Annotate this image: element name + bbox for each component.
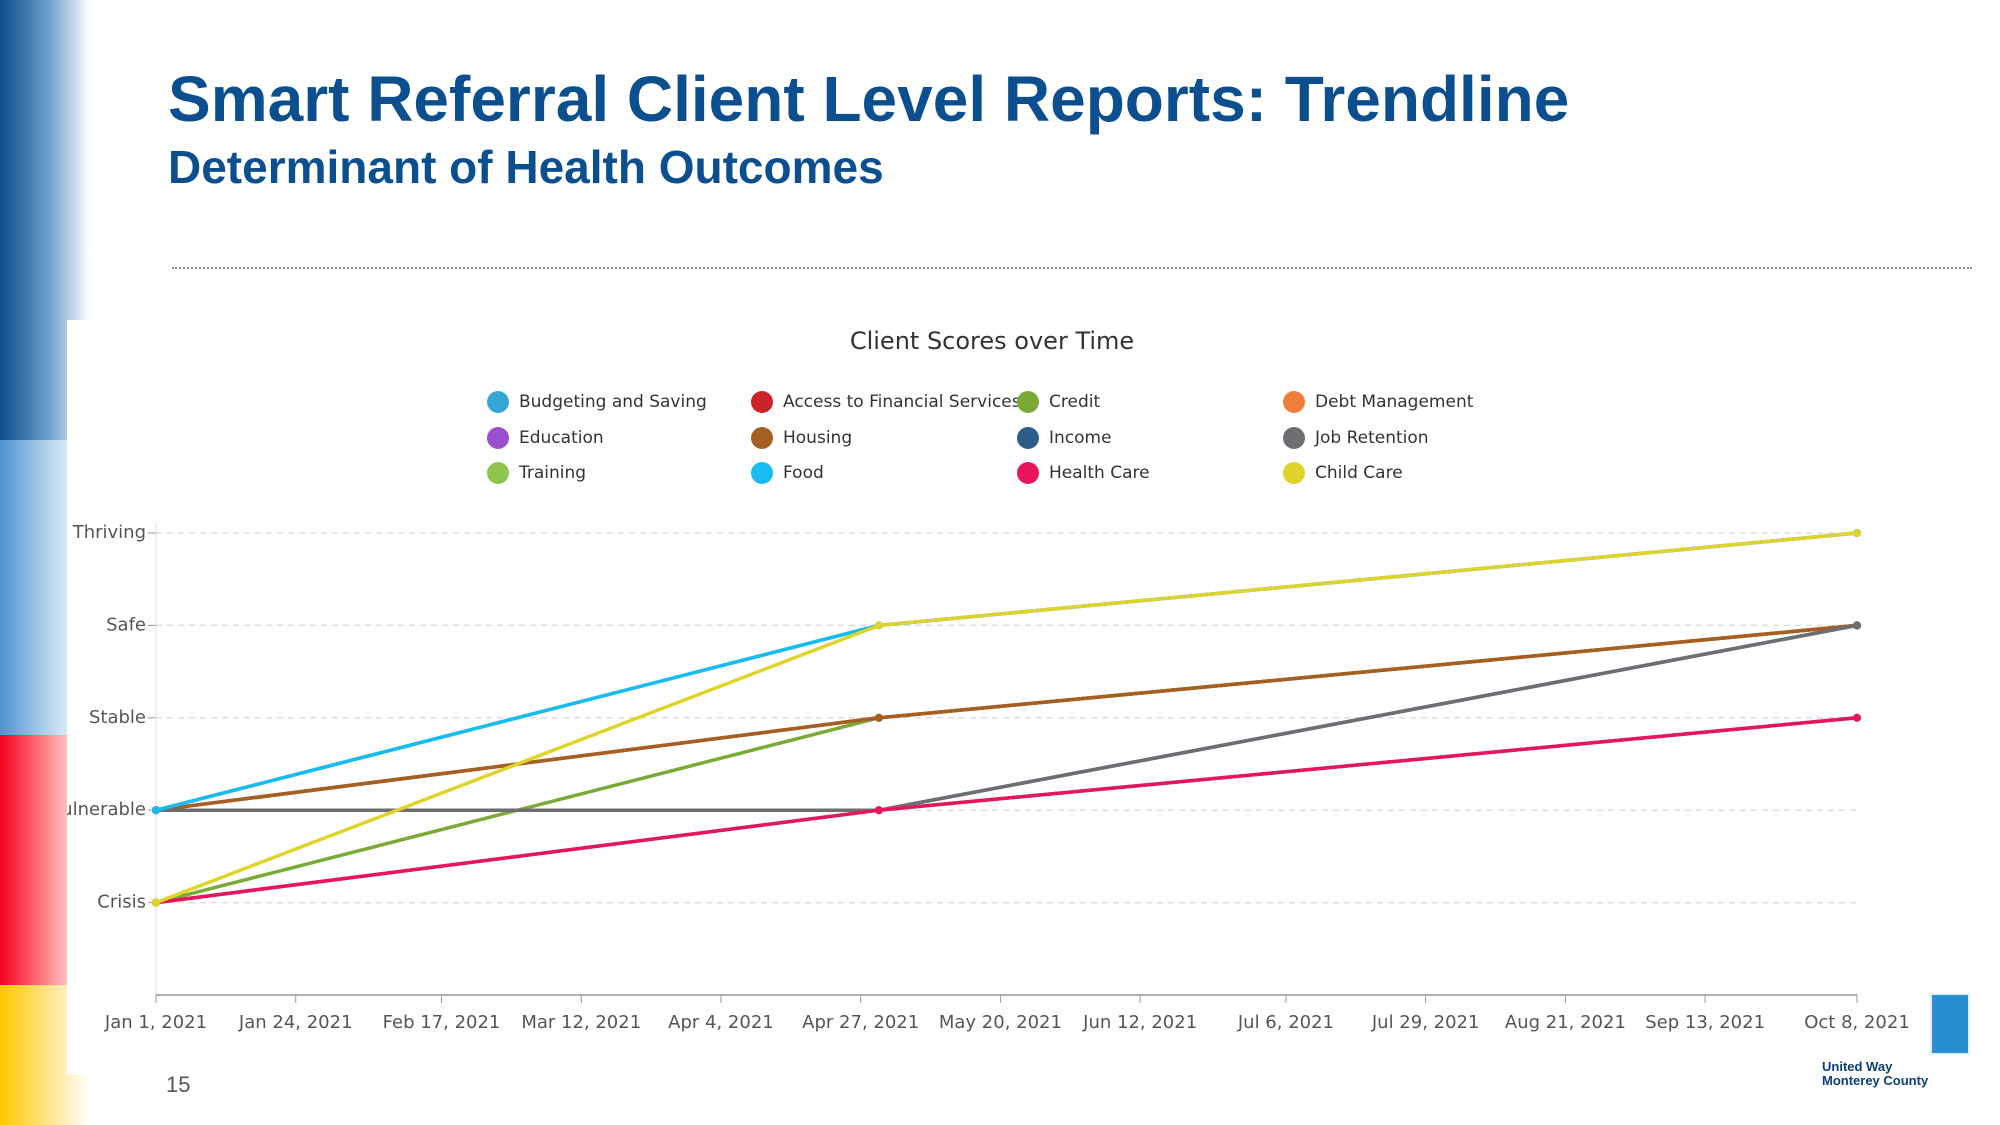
data-point: [874, 713, 883, 722]
x-tick-label: Apr 4, 2021: [668, 1012, 774, 1033]
legend-marker: [487, 427, 509, 449]
legend-label: Income: [1049, 428, 1112, 448]
legend-label: Job Retention: [1314, 428, 1429, 448]
legend-label: Education: [519, 428, 604, 448]
legend-marker: [487, 462, 509, 484]
y-tick-label: Stable: [89, 707, 146, 728]
series-line: [155, 531, 1858, 812]
logo-line: United Way: [1822, 1059, 1893, 1074]
series-line: [155, 531, 1858, 812]
legend-marker: [1283, 391, 1305, 413]
logo-icon: [1930, 993, 1970, 1055]
page-number: 15: [166, 1072, 191, 1097]
series-line: [155, 623, 1858, 905]
legend-marker: [751, 427, 773, 449]
legend-marker: [1283, 427, 1305, 449]
y-tick-label: Vulnerable: [67, 799, 146, 820]
logo-text: United Way Monterey County: [1822, 1060, 1928, 1088]
logo-line: Monterey County: [1822, 1073, 1929, 1088]
x-tick-label: Sep 13, 2021: [1645, 1012, 1765, 1033]
legend-label: Training: [518, 463, 586, 483]
legend-label: Health Care: [1049, 463, 1150, 483]
data-point: [1853, 621, 1861, 630]
x-tick-label: Aug 21, 2021: [1505, 1012, 1626, 1033]
data-point: [1853, 713, 1861, 722]
legend-marker: [1017, 462, 1039, 484]
legend-label: Child Care: [1315, 463, 1403, 483]
slide-subtitle: Determinant of Health Outcomes: [168, 141, 884, 193]
legend-label: Housing: [783, 428, 852, 448]
data-point: [152, 898, 160, 907]
divider: [172, 267, 1972, 269]
x-tick-label: Jan 24, 2021: [238, 1012, 353, 1033]
legend-marker: [751, 391, 773, 413]
x-tick-label: Jul 6, 2021: [1237, 1012, 1334, 1033]
chart: Client Scores over Time Crisis Vulnerable…: [67, 320, 1960, 1075]
slide-title: Smart Referral Client Level Reports: Tre…: [168, 63, 1570, 135]
x-tick-label: May 20, 2021: [939, 1012, 1062, 1033]
x-tick-label: Mar 12, 2021: [521, 1012, 641, 1033]
legend-marker: [1017, 391, 1039, 413]
legend-marker: [751, 462, 773, 484]
legend-label: Access to Financial Services: [783, 392, 1021, 412]
legend-marker: [487, 391, 509, 413]
x-tick-label: Apr 27, 2021: [802, 1012, 919, 1033]
legend-label: Debt Management: [1315, 392, 1474, 412]
x-tick-label: Jan 1, 2021: [104, 1012, 207, 1033]
y-tick-label: Safe: [106, 614, 146, 635]
legend-marker: [1017, 427, 1039, 449]
data-point: [152, 806, 160, 815]
data-point: [1853, 529, 1861, 537]
x-tick-label: Feb 17, 2021: [383, 1012, 501, 1033]
legend-marker: [1283, 462, 1305, 484]
x-tick-label: Jul 29, 2021: [1371, 1012, 1480, 1033]
y-tick-label: Crisis: [97, 892, 146, 913]
data-point: [874, 806, 883, 815]
x-tick-label: Oct 8, 2021: [1804, 1012, 1910, 1033]
x-tick-label: Jun 12, 2021: [1082, 1012, 1197, 1033]
legend-label: Food: [783, 463, 824, 483]
legend-label: Credit: [1049, 392, 1100, 412]
y-tick-label: Thriving: [72, 522, 146, 543]
data-point: [874, 621, 883, 630]
chart-title: Client Scores over Time: [850, 327, 1134, 355]
legend-label: Budgeting and Saving: [519, 392, 707, 412]
